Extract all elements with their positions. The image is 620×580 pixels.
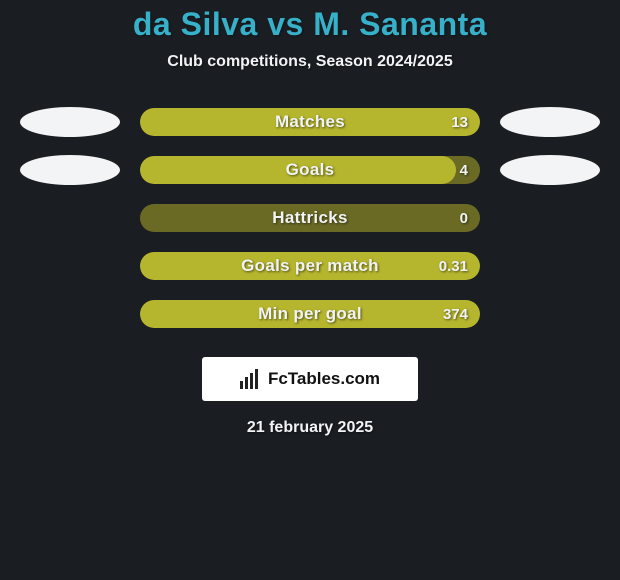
stat-row: Goals per match0.31 [0,251,620,281]
spacer [20,251,120,281]
player-right-marker [500,107,600,137]
spacer [20,299,120,329]
stat-value: 0.31 [439,252,468,280]
comparison-infographic: da Silva vs M. Sananta Club competitions… [0,0,620,580]
stat-label: Hattricks [140,204,480,232]
stat-value: 374 [443,300,468,328]
stat-label: Matches [140,108,480,136]
stat-bar: Goals per match0.31 [140,252,480,280]
player-left-marker [20,155,120,185]
stat-bar: Hattricks0 [140,204,480,232]
page-title: da Silva vs M. Sananta [0,6,620,43]
stat-value: 4 [460,156,468,184]
spacer [20,203,120,233]
snapshot-date: 21 february 2025 [0,419,620,437]
stat-value: 13 [451,108,468,136]
spacer [500,299,600,329]
player-right-marker [500,155,600,185]
stat-row: Goals4 [0,155,620,185]
stat-bar: Min per goal374 [140,300,480,328]
stat-row: Hattricks0 [0,203,620,233]
stat-row: Min per goal374 [0,299,620,329]
stat-bar: Matches13 [140,108,480,136]
stat-label: Goals [140,156,480,184]
player-left-marker [20,107,120,137]
stat-label: Goals per match [140,252,480,280]
brand-badge: FcTables.com [202,357,418,401]
stat-label: Min per goal [140,300,480,328]
brand-chart-icon [240,369,262,389]
stat-row: Matches13 [0,107,620,137]
stat-rows: Matches13 Goals4 Hattricks0 Goals per match… [0,107,620,329]
stat-value: 0 [460,204,468,232]
brand-text: FcTables.com [268,369,380,389]
spacer [500,251,600,281]
spacer [500,203,600,233]
page-subtitle: Club competitions, Season 2024/2025 [0,53,620,71]
stat-bar: Goals4 [140,156,480,184]
